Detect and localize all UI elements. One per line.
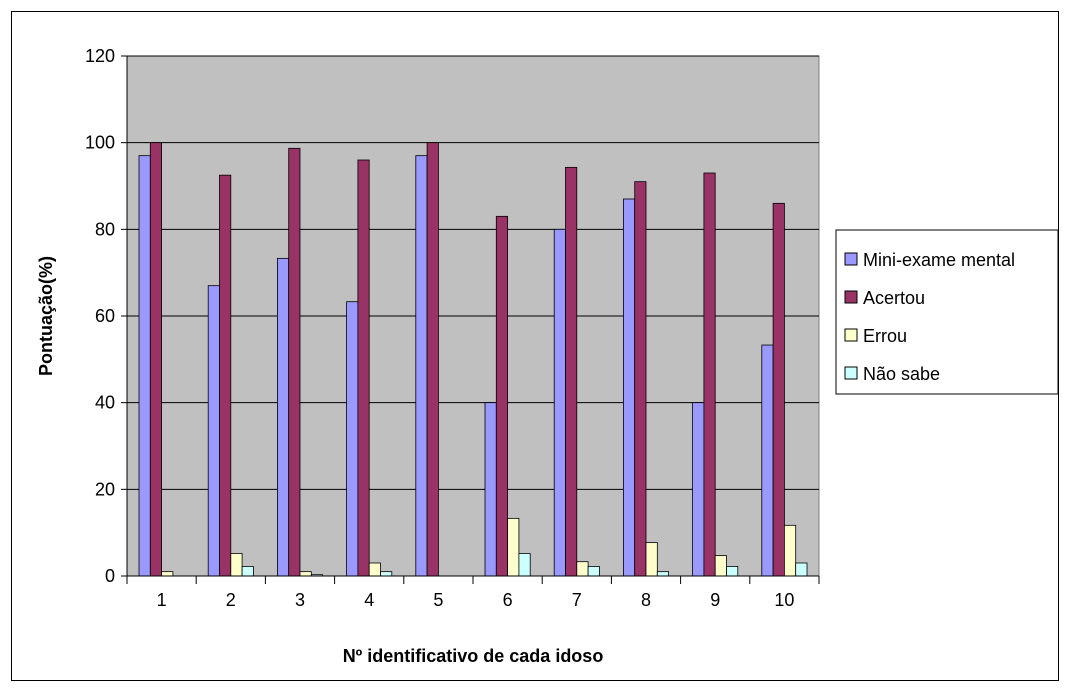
bar-errou-8: [645, 542, 658, 577]
bar-errou-2: [230, 553, 243, 577]
x-tick-label: 8: [641, 590, 651, 610]
legend-label-n-o-sabe: Não sabe: [863, 364, 940, 384]
bar-acertou-3: [288, 147, 301, 577]
bar-mini-exame-mental-6: [484, 402, 497, 577]
bar-acertou-7: [565, 166, 578, 577]
axes: [121, 55, 820, 584]
x-tick-label: 6: [503, 590, 513, 610]
bar-mini-exame-mental-5: [415, 155, 428, 577]
x-tick-label: 7: [572, 590, 582, 610]
y-tick-label: 0: [105, 566, 115, 586]
legend: Mini-exame mental Acertou Errou Não sabe: [835, 229, 1059, 395]
bar-mini-exame-mental-9: [692, 402, 705, 577]
bar-acertou-4: [357, 159, 370, 577]
x-tick-label: 9: [710, 590, 720, 610]
bar-mini-exame-mental-2: [207, 285, 220, 577]
bar-acertou-6: [495, 215, 508, 577]
bar-acertou-9: [703, 172, 716, 577]
x-tick-labels: 1 2 3 4 5 6 7 8 9 10: [157, 590, 795, 610]
bar-mini-exame-mental-7: [553, 228, 566, 577]
bar-n-o-sabe-4: [380, 571, 393, 577]
bar-errou-1: [161, 571, 174, 577]
x-axis-title: Nº identificativo de cada idoso: [343, 646, 604, 666]
legend-swatch-errou: [844, 328, 858, 342]
bar-mini-exame-mental-3: [276, 257, 290, 577]
y-axis-title: Pontuação(%): [36, 256, 56, 376]
y-tick-label: 60: [95, 306, 115, 326]
bar-errou-4: [368, 562, 381, 577]
bar-errou-10: [784, 524, 797, 577]
legend-box: [835, 229, 1059, 395]
x-tick-label: 4: [364, 590, 374, 610]
x-tick-label: 1: [157, 590, 167, 610]
bar-n-o-sabe-8: [656, 571, 669, 577]
bar-acertou-5: [426, 142, 439, 577]
bar-n-o-sabe-7: [587, 566, 600, 577]
legend-swatch-mini-exame-mental: [844, 252, 858, 266]
bar-mini-exame-mental-8: [623, 198, 636, 577]
x-tick-label: 5: [433, 590, 443, 610]
bar-errou-3: [299, 571, 312, 577]
x-tick-label: 2: [226, 590, 236, 610]
bar-errou-9: [714, 555, 727, 577]
x-tick-label: 3: [295, 590, 305, 610]
bar-acertou-8: [634, 181, 647, 577]
bar-acertou-1: [149, 142, 163, 577]
y-tick-label: 80: [95, 219, 115, 239]
y-tick-label: 120: [85, 46, 115, 66]
bar-n-o-sabe-2: [241, 566, 254, 577]
x-tick-label: 10: [774, 590, 794, 610]
bar-errou-6: [507, 517, 520, 577]
bar-n-o-sabe-6: [518, 553, 531, 577]
y-tick-label: 20: [95, 479, 115, 499]
legend-label-mini-exame-mental: Mini-exame mental: [863, 250, 1015, 270]
bar-mini-exame-mental-1: [138, 155, 151, 577]
legend-swatch-acertou: [844, 290, 858, 304]
y-tick-labels: 0 20 40 60 80 100 120: [85, 46, 115, 586]
y-tick-label: 40: [95, 393, 115, 413]
bar-acertou-10: [772, 202, 785, 577]
bar-acertou-2: [219, 174, 232, 577]
bar-errou-7: [576, 561, 589, 577]
y-tick-label: 100: [85, 133, 115, 153]
bar-n-o-sabe-10: [795, 562, 808, 577]
legend-label-acertou: Acertou: [863, 288, 925, 308]
bar-n-o-sabe-9: [726, 566, 739, 577]
legend-label-errou: Errou: [863, 326, 907, 346]
bar-mini-exame-mental-4: [346, 301, 359, 577]
bar-mini-exame-mental-10: [761, 344, 774, 577]
legend-swatch-n-o-sabe: [844, 366, 858, 380]
